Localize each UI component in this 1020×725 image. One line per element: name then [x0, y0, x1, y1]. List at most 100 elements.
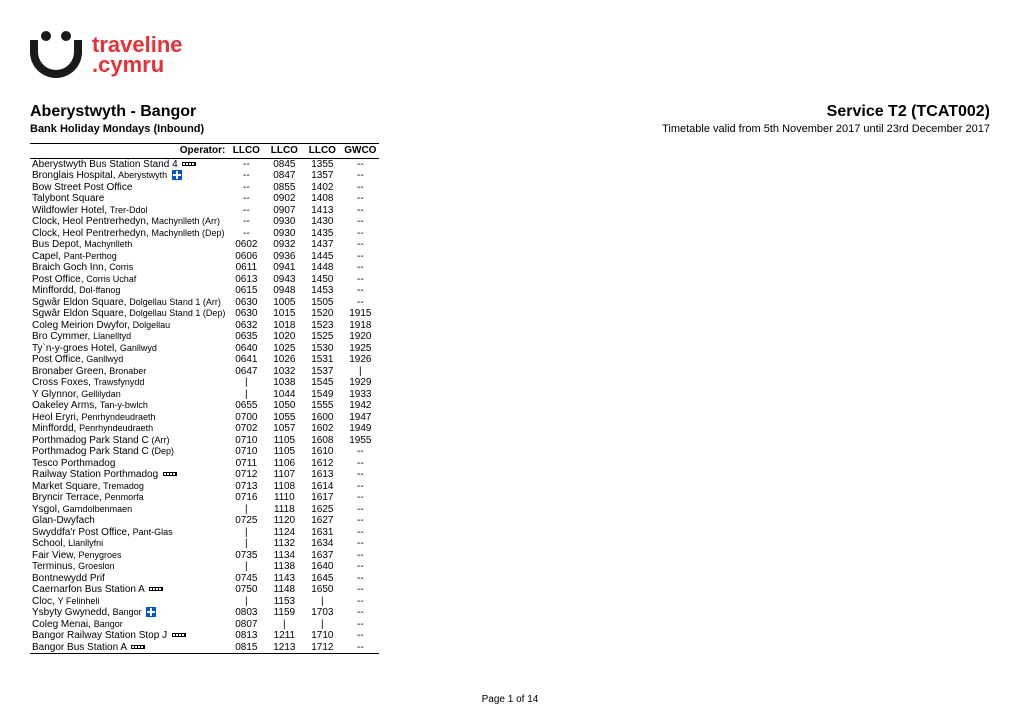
operator-code: LLCO: [265, 144, 303, 159]
stop-name: Tesco Porthmadog: [30, 458, 227, 470]
time-cell: --: [341, 239, 379, 251]
operator-code: GWCO: [341, 144, 379, 159]
time-cell: 0635: [227, 331, 265, 343]
time-cell: --: [341, 297, 379, 309]
time-cell: --: [341, 515, 379, 527]
operator-code: LLCO: [227, 144, 265, 159]
time-cell: 1050: [265, 400, 303, 412]
stop-name: Caernarfon Bus Station A: [30, 584, 227, 596]
time-cell: 1933: [341, 389, 379, 401]
time-cell: 0941: [265, 262, 303, 274]
time-cell: 1026: [265, 354, 303, 366]
stop-name: Bro Cymmer, Llanelltyd: [30, 331, 227, 343]
time-cell: 0815: [227, 642, 265, 654]
table-row: Market Square, Tremadog071311081614--: [30, 481, 379, 493]
stop-name: Ysbyty Gwynedd, Bangor: [30, 607, 227, 619]
table-row: Oakeley Arms, Tan-y-bwlch065510501555194…: [30, 400, 379, 412]
stop-name: School, Llanllyfni: [30, 538, 227, 550]
stop-name: Capel, Pant-Perthog: [30, 251, 227, 263]
time-cell: 0711: [227, 458, 265, 470]
stop-name: Aberystwyth Bus Station Stand 4: [30, 158, 227, 170]
time-cell: 0930: [265, 228, 303, 240]
time-cell: --: [341, 262, 379, 274]
stop-name: Terminus, Groeslon: [30, 561, 227, 573]
time-cell: --: [341, 481, 379, 493]
table-row: Ysbyty Gwynedd, Bangor 080311591703--: [30, 607, 379, 619]
table-row: Coleg Meirion Dwyfor, Dolgellau063210181…: [30, 320, 379, 332]
time-cell: |: [227, 504, 265, 516]
time-cell: 1929: [341, 377, 379, 389]
time-cell: 1955: [341, 435, 379, 447]
time-cell: 1138: [265, 561, 303, 573]
time-cell: 1610: [303, 446, 341, 458]
table-row: Clock, Heol Pentrerhedyn, Machynlleth (D…: [30, 228, 379, 240]
table-row: Sgwâr Eldon Square, Dolgellau Stand 1 (D…: [30, 308, 379, 320]
stop-name: Wildfowler Hotel, Trer-Ddol: [30, 205, 227, 217]
time-cell: 1947: [341, 412, 379, 424]
time-cell: --: [341, 446, 379, 458]
time-cell: |: [227, 389, 265, 401]
time-cell: 1213: [265, 642, 303, 654]
table-row: Bangor Railway Station Stop J 0813121117…: [30, 630, 379, 642]
time-cell: 0641: [227, 354, 265, 366]
time-cell: --: [341, 158, 379, 170]
stop-name: Minffordd, Dol-ffanog: [30, 285, 227, 297]
stop-name: Ysgol, Garndolbenmaen: [30, 504, 227, 516]
time-cell: 1926: [341, 354, 379, 366]
time-cell: |: [227, 561, 265, 573]
time-cell: --: [341, 573, 379, 585]
time-cell: 0647: [227, 366, 265, 378]
time-cell: 1025: [265, 343, 303, 355]
table-row: Y Glynnor, Gellilydan|104415491933: [30, 389, 379, 401]
table-row: Minffordd, Dol-ffanog061509481453--: [30, 285, 379, 297]
time-cell: 0630: [227, 308, 265, 320]
time-cell: 1018: [265, 320, 303, 332]
time-cell: 1523: [303, 320, 341, 332]
time-cell: --: [227, 228, 265, 240]
time-cell: |: [227, 377, 265, 389]
time-cell: --: [341, 469, 379, 481]
time-cell: --: [227, 216, 265, 228]
time-cell: --: [341, 538, 379, 550]
time-cell: 0902: [265, 193, 303, 205]
time-cell: --: [341, 193, 379, 205]
time-cell: 0615: [227, 285, 265, 297]
table-row: Talybont Square--09021408--: [30, 193, 379, 205]
time-cell: 1925: [341, 343, 379, 355]
operator-label: Operator:: [30, 144, 227, 159]
time-cell: 0807: [227, 619, 265, 631]
time-cell: --: [341, 504, 379, 516]
time-cell: 0803: [227, 607, 265, 619]
time-cell: 1015: [265, 308, 303, 320]
table-row: Porthmadog Park Stand C (Arr)07101105160…: [30, 435, 379, 447]
time-cell: --: [341, 458, 379, 470]
route-title: Aberystwyth - Bangor: [30, 103, 196, 121]
time-cell: 1153: [265, 596, 303, 608]
time-cell: 1118: [265, 504, 303, 516]
stop-name: Minffordd, Penrhyndeudraeth: [30, 423, 227, 435]
time-cell: 1120: [265, 515, 303, 527]
time-cell: 0702: [227, 423, 265, 435]
table-row: Cross Foxes, Trawsfynydd|103815451929: [30, 377, 379, 389]
time-cell: 0630: [227, 297, 265, 309]
table-row: School, Llanllyfni|11321634--: [30, 538, 379, 550]
stop-name: Bryncir Terrace, Penmorfa: [30, 492, 227, 504]
time-cell: --: [341, 561, 379, 573]
stop-name: Post Office, Corris Uchaf: [30, 274, 227, 286]
time-cell: 0936: [265, 251, 303, 263]
table-row: Bus Depot, Machynlleth060209321437--: [30, 239, 379, 251]
time-cell: 1650: [303, 584, 341, 596]
time-cell: 1627: [303, 515, 341, 527]
time-cell: 1437: [303, 239, 341, 251]
time-cell: 1124: [265, 527, 303, 539]
stop-name: Swyddfa'r Post Office, Pant-Glas: [30, 527, 227, 539]
stop-name: Clock, Heol Pentrerhedyn, Machynlleth (D…: [30, 228, 227, 240]
service-code: Service T2 (TCAT002): [827, 103, 990, 121]
time-cell: 0943: [265, 274, 303, 286]
time-cell: --: [341, 550, 379, 562]
page-footer: Page 1 of 14: [30, 694, 990, 705]
table-row: Bryncir Terrace, Penmorfa071611101617--: [30, 492, 379, 504]
time-cell: --: [341, 607, 379, 619]
day-type: Bank Holiday Mondays (Inbound): [30, 123, 204, 135]
time-cell: |: [227, 596, 265, 608]
